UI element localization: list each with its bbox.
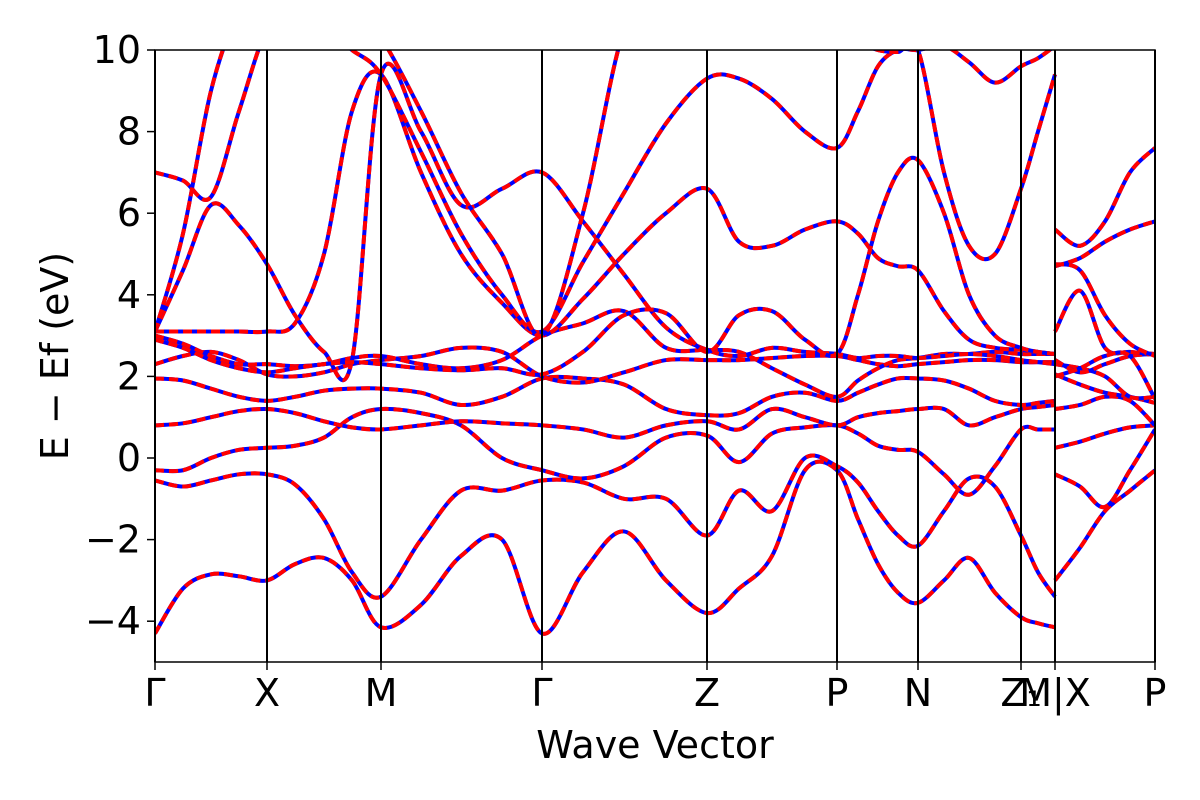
- band-line: [1054, 428, 1155, 510]
- band-line: [155, 155, 1056, 377]
- y-tick-label: −4: [85, 599, 141, 643]
- x-tick-label: M|X: [1019, 671, 1091, 716]
- y-tick-label: 8: [117, 110, 141, 154]
- band-line-dashed: [1054, 423, 1155, 450]
- band-line-dashed: [155, 374, 1056, 418]
- band-line-dashed: [155, 402, 1056, 440]
- band-line-dashed: [1054, 262, 1155, 358]
- x-tick-label: P: [1144, 671, 1167, 715]
- band-line-dashed: [155, 308, 1055, 399]
- band-line-dashed: [155, 155, 1056, 377]
- y-tick-label: −2: [85, 518, 141, 562]
- y-tick-label: 4: [117, 273, 141, 317]
- y-tick-label: 2: [117, 354, 141, 398]
- band-line-dashed: [155, 345, 1055, 385]
- band-line-dashed: [1054, 219, 1155, 269]
- band-line-dashed: [155, 406, 1055, 497]
- band-line: [155, 308, 1055, 399]
- x-tick-label: N: [904, 671, 932, 715]
- x-axis-label: Wave Vector: [536, 723, 774, 767]
- x-tick-label: X: [254, 671, 280, 715]
- band-line: [1054, 262, 1155, 358]
- bands: [155, 50, 1155, 636]
- x-tick-label: Γ: [144, 671, 165, 715]
- band-line-dashed: [1054, 350, 1155, 400]
- band-line: [1053, 146, 1155, 248]
- x-tick-label: M: [365, 671, 398, 715]
- x-tick-label: P: [826, 671, 849, 715]
- band-line-dashed: [1053, 288, 1155, 356]
- x-tick-label: Γ: [531, 671, 552, 715]
- band-line-dashed: [1053, 146, 1155, 248]
- band-line-dashed: [155, 61, 1056, 382]
- x-tick-label: Z: [694, 671, 720, 715]
- x-tick-label: Z₁: [1000, 671, 1041, 715]
- band-line-dashed: [155, 50, 1053, 335]
- band-line: [155, 453, 1057, 600]
- band-line-dashed: [1053, 468, 1155, 582]
- band-line: [155, 459, 1056, 636]
- band-line-dashed: [1054, 428, 1155, 510]
- band-line-dashed: [155, 459, 1056, 636]
- band-line-dashed: [1054, 362, 1155, 401]
- band-line-dashed: [155, 453, 1057, 600]
- y-tick-label: 10: [93, 28, 141, 72]
- y-tick-label: 6: [117, 191, 141, 235]
- y-axis-label: E − Ef (eV): [33, 252, 77, 461]
- band-line-dashed: [155, 69, 1056, 356]
- band-line-dashed: [1054, 394, 1155, 427]
- band-line-dashed: [155, 50, 1057, 338]
- y-tick-label: 0: [117, 436, 141, 480]
